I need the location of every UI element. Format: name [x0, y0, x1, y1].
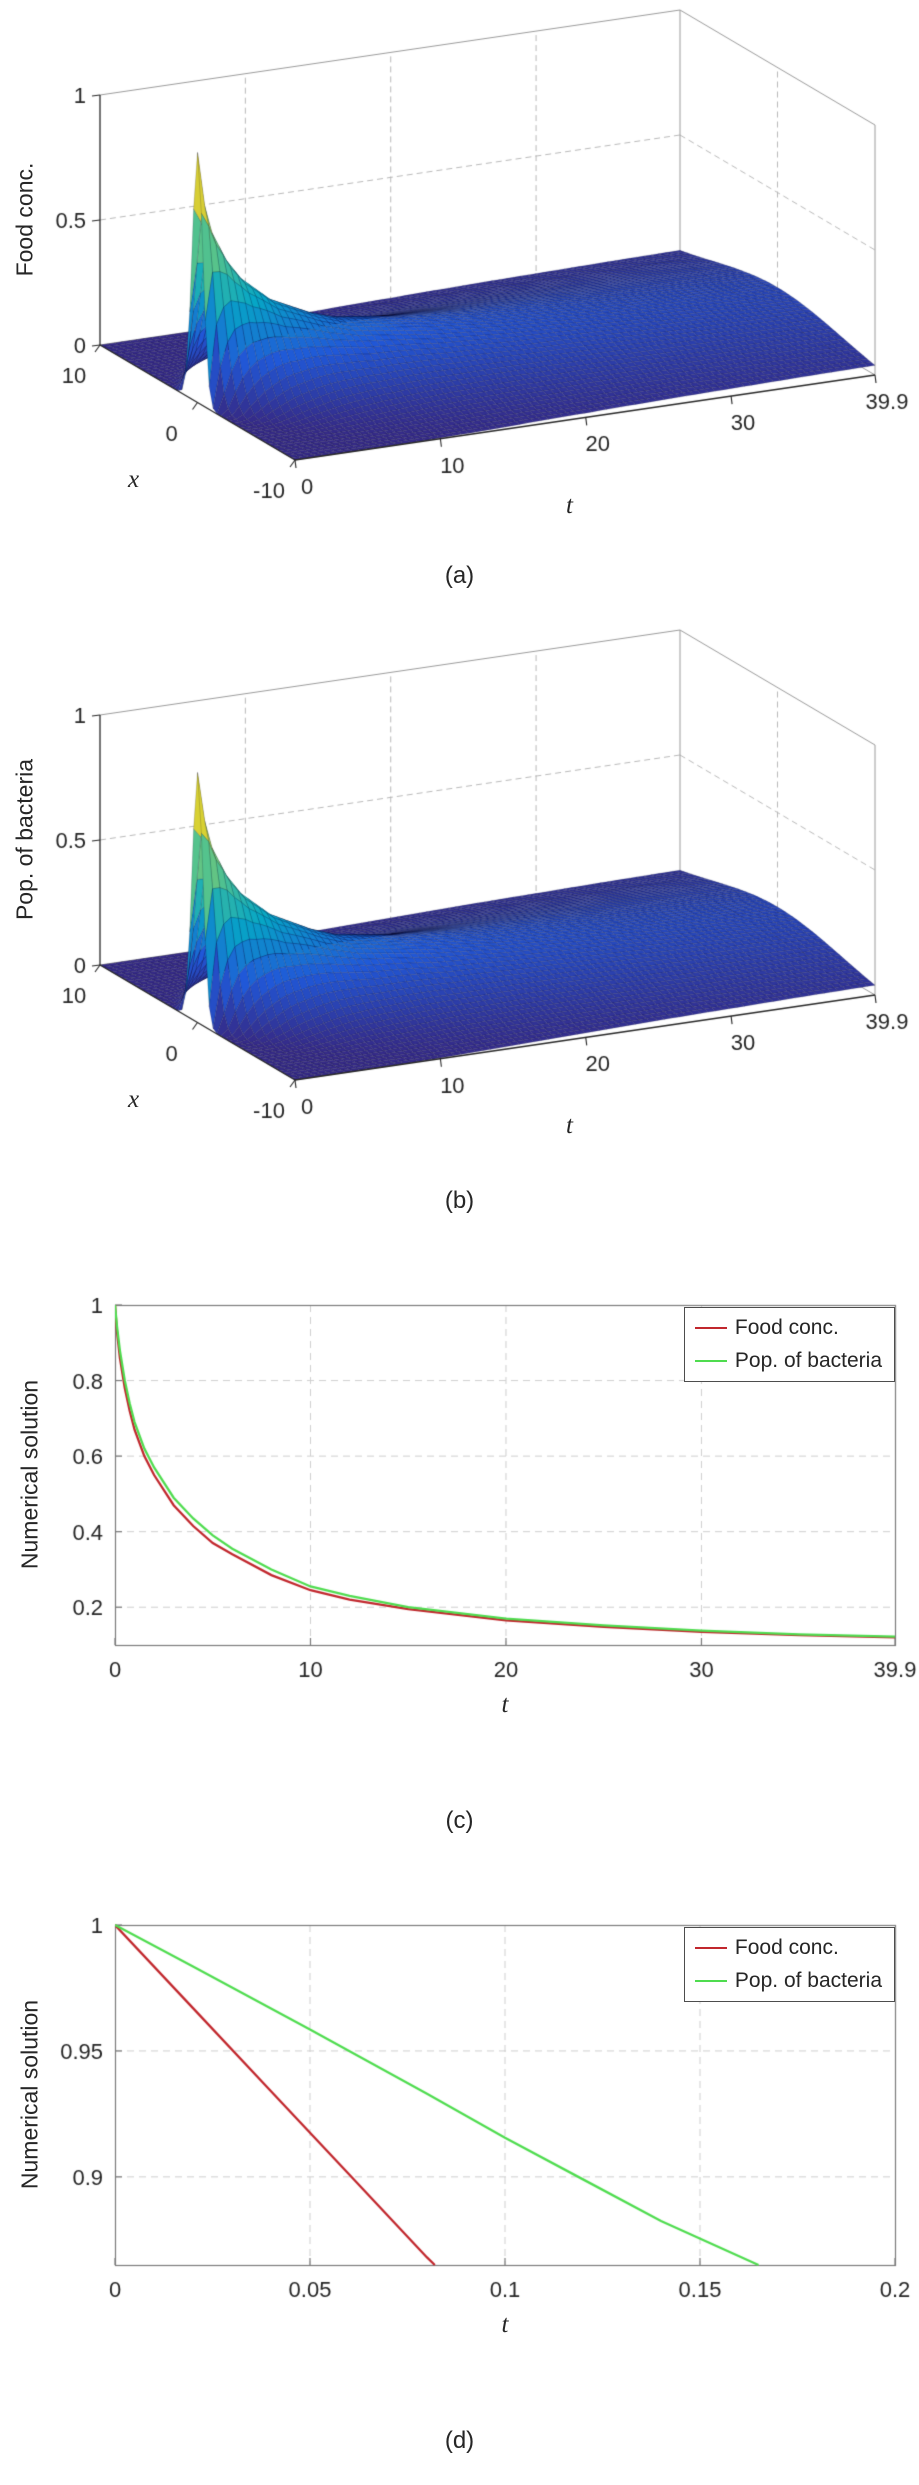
legend: Food conc. Pop. of bacteria: [683, 1307, 895, 1382]
x-axis-label: x: [128, 1086, 140, 1113]
z-axis-label-food-conc: Food conc.: [11, 162, 38, 277]
legend-item-pop-bacteria: Pop. of bacteria: [694, 1969, 882, 1993]
legend-item-pop-bacteria: Pop. of bacteria: [694, 1349, 882, 1373]
caption-b: (b): [444, 1187, 475, 1214]
t-axis-label: t: [566, 492, 573, 519]
legend-label-pop-bacteria: Pop. of bacteria: [734, 1349, 882, 1372]
legend-label-food-conc: Food conc.: [734, 1936, 839, 1959]
legend-line-green-icon: [694, 1360, 727, 1362]
y-axis-label: Numerical solution: [16, 1999, 43, 2190]
x-axis-label: x: [128, 466, 140, 493]
legend-line-red-icon: [694, 1947, 727, 1949]
legend-line-red-icon: [694, 1327, 727, 1329]
panel-d: Numerical solution t Food conc. Pop. of …: [0, 1865, 919, 2485]
legend: Food conc. Pop. of bacteria: [683, 1927, 895, 2002]
surface-plot-food-conc: [0, 0, 919, 620]
legend-line-green-icon: [694, 1980, 727, 1982]
caption-a: (a): [444, 562, 475, 589]
caption-d: (d): [444, 2427, 475, 2454]
t-axis-label: t: [566, 1112, 573, 1139]
z-axis-label-pop-bacteria: Pop. of bacteria: [11, 758, 38, 921]
legend-label-pop-bacteria: Pop. of bacteria: [734, 1969, 882, 1992]
x-axis-label: t: [501, 2311, 509, 2338]
y-axis-label: Numerical solution: [16, 1379, 43, 1570]
legend-label-food-conc: Food conc.: [734, 1316, 839, 1339]
panel-c: Numerical solution t Food conc. Pop. of …: [0, 1245, 919, 1865]
panel-a: Food conc. x t (a): [0, 0, 919, 620]
x-axis-label: t: [501, 1691, 509, 1718]
legend-item-food-conc: Food conc.: [694, 1936, 882, 1960]
legend-item-food-conc: Food conc.: [694, 1316, 882, 1340]
caption-c: (c): [445, 1807, 474, 1834]
surface-plot-pop-bacteria: [0, 620, 919, 1240]
panel-b: Pop. of bacteria x t (b): [0, 620, 919, 1245]
